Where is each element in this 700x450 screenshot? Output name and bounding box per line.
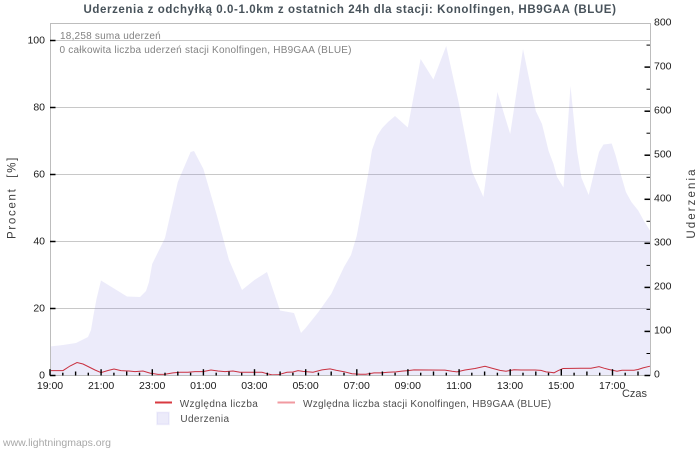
svg-text:300: 300 [654, 237, 672, 249]
svg-text:Względna liczba: Względna liczba [180, 399, 259, 410]
svg-text:100: 100 [654, 325, 672, 337]
svg-text:40: 40 [33, 236, 45, 248]
svg-text:600: 600 [654, 105, 672, 117]
svg-text:Uderzenia: Uderzenia [686, 167, 698, 238]
svg-text:03:00: 03:00 [241, 380, 267, 392]
svg-text:0: 0 [39, 370, 45, 382]
svg-text:Uderzenia z odchyłką 0.0-1.0km: Uderzenia z odchyłką 0.0-1.0km z ostatni… [83, 4, 616, 16]
svg-text:0: 0 [654, 369, 660, 381]
svg-text:400: 400 [654, 193, 672, 205]
svg-text:18,258 suma uderzeń: 18,258 suma uderzeń [60, 31, 161, 42]
svg-text:05:00: 05:00 [292, 380, 318, 392]
svg-text:800: 800 [654, 17, 672, 29]
svg-text:17:00: 17:00 [599, 380, 625, 392]
svg-text:Procent [%]: Procent [%] [7, 156, 19, 239]
svg-text:15:00: 15:00 [548, 380, 574, 392]
svg-text:200: 200 [654, 281, 672, 293]
svg-text:80: 80 [33, 102, 45, 114]
svg-text:100: 100 [27, 35, 45, 47]
svg-text:60: 60 [33, 169, 45, 181]
svg-text:23:00: 23:00 [139, 380, 165, 392]
svg-text:07:00: 07:00 [344, 380, 370, 392]
svg-text:09:00: 09:00 [395, 380, 421, 392]
svg-text:13:00: 13:00 [497, 380, 523, 392]
svg-text:Czas: Czas [622, 388, 648, 400]
svg-text:20: 20 [33, 303, 45, 315]
svg-text:11:00: 11:00 [446, 380, 472, 392]
svg-text:01:00: 01:00 [190, 380, 216, 392]
svg-text:700: 700 [654, 61, 672, 73]
svg-text:19:00: 19:00 [37, 380, 63, 392]
svg-text:21:00: 21:00 [88, 380, 114, 392]
svg-text:Względna liczba stacji Konolfi: Względna liczba stacji Konolfingen, HB9G… [303, 399, 551, 410]
svg-text:Uderzenia: Uderzenia [180, 414, 229, 425]
svg-text:500: 500 [654, 149, 672, 161]
svg-text:www.lightningmaps.org: www.lightningmaps.org [2, 437, 111, 449]
svg-text:0 całkowita liczba uderzeń sta: 0 całkowita liczba uderzeń stacji Konolf… [60, 45, 352, 56]
